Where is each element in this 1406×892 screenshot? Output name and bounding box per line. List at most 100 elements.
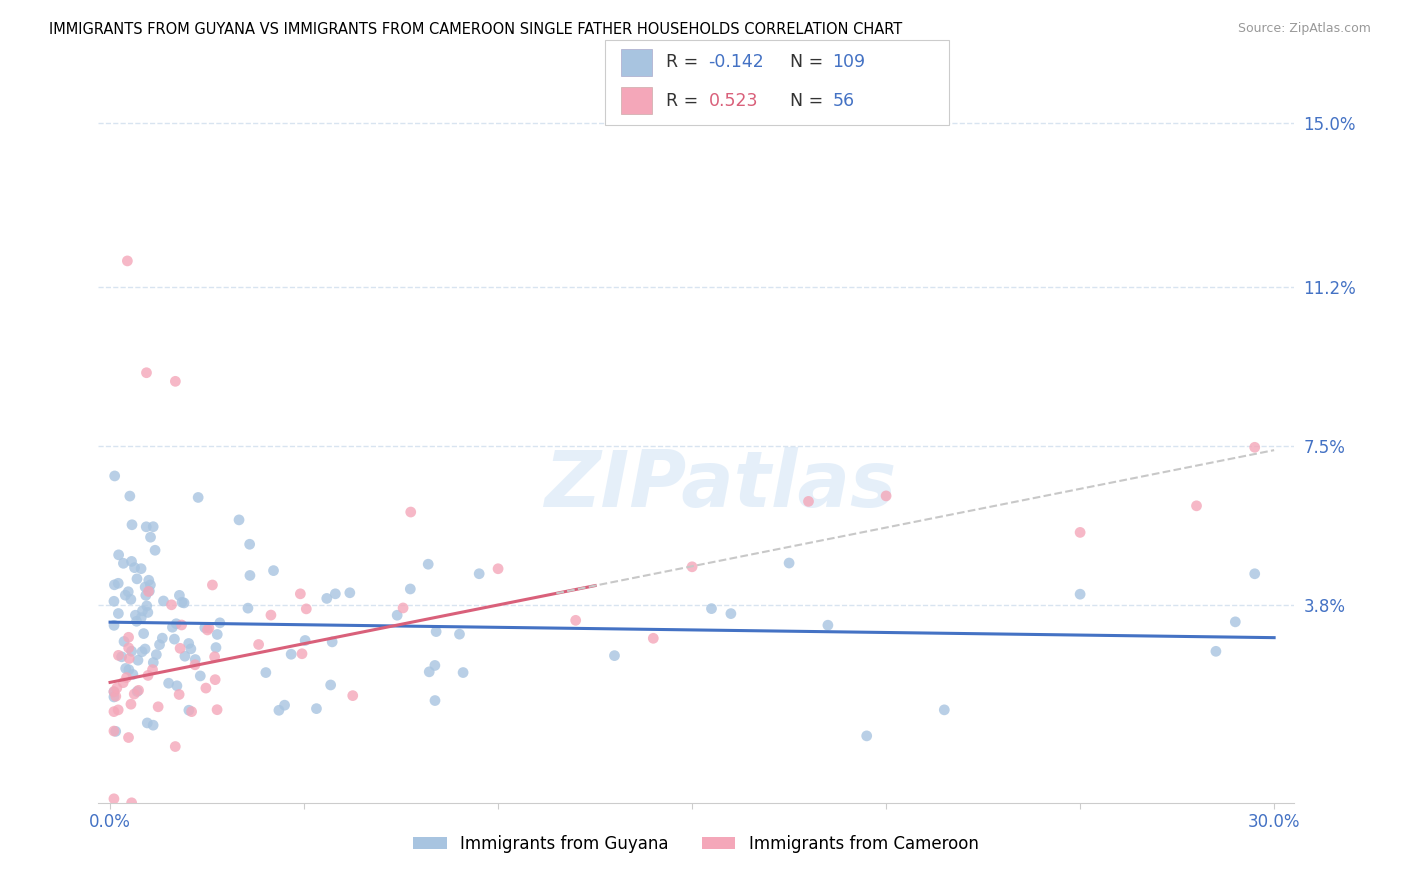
Point — [180, 641, 202, 656]
Point — [934, 703, 956, 717]
Point — [117, 630, 139, 644]
Point — [112, 634, 135, 648]
Point — [197, 623, 219, 637]
Text: 56: 56 — [832, 92, 855, 110]
Point — [107, 576, 129, 591]
Text: IMMIGRANTS FROM GUYANA VS IMMIGRANTS FROM CAMEROON SINGLE FATHER HOUSEHOLDS CORR: IMMIGRANTS FROM GUYANA VS IMMIGRANTS FRO… — [49, 22, 903, 37]
Point — [152, 594, 174, 608]
Point — [125, 615, 148, 629]
Point — [160, 598, 183, 612]
Point — [127, 684, 149, 698]
Point — [205, 703, 228, 717]
Point — [150, 631, 173, 645]
Point — [135, 588, 157, 602]
Point — [643, 632, 665, 646]
Point — [603, 648, 626, 663]
Point — [139, 530, 162, 544]
Point — [207, 627, 229, 641]
Point — [103, 684, 125, 698]
Point — [122, 667, 145, 681]
Point — [120, 697, 142, 711]
Point — [486, 562, 509, 576]
Point — [163, 632, 186, 647]
Point — [468, 566, 491, 581]
Point — [169, 641, 191, 656]
Point — [136, 668, 159, 682]
Point — [142, 519, 165, 533]
Point — [564, 613, 586, 627]
Point — [194, 681, 217, 695]
Point — [136, 715, 159, 730]
Point — [104, 690, 127, 704]
Point — [177, 703, 200, 717]
Point — [392, 601, 415, 615]
Point — [205, 640, 228, 655]
Point — [177, 636, 200, 650]
Point — [135, 520, 157, 534]
Point — [131, 645, 153, 659]
Point — [797, 494, 820, 508]
Point — [167, 688, 190, 702]
Point — [451, 665, 474, 680]
Point — [1243, 440, 1265, 454]
Point — [325, 587, 347, 601]
Point — [290, 587, 312, 601]
Point — [118, 489, 141, 503]
Point — [418, 665, 440, 679]
Point — [236, 601, 259, 615]
Point — [148, 638, 170, 652]
Point — [295, 602, 318, 616]
Point — [111, 649, 134, 664]
Point — [165, 616, 187, 631]
Point — [875, 489, 897, 503]
Point — [418, 558, 440, 572]
Point — [399, 505, 422, 519]
Point — [129, 562, 152, 576]
Point — [124, 608, 146, 623]
Legend: Immigrants from Guyana, Immigrants from Cameroon: Immigrants from Guyana, Immigrants from … — [406, 828, 986, 860]
Point — [121, 554, 143, 568]
Point — [104, 724, 127, 739]
Point — [134, 580, 156, 594]
Point — [681, 559, 703, 574]
Point — [107, 548, 129, 562]
Point — [187, 491, 209, 505]
Point — [138, 574, 160, 588]
Point — [170, 595, 193, 609]
Point — [157, 676, 180, 690]
Point — [117, 254, 139, 268]
Point — [107, 648, 129, 663]
Text: 109: 109 — [832, 54, 866, 71]
Point — [114, 588, 136, 602]
Point — [165, 375, 187, 389]
Point — [247, 637, 270, 651]
Point — [122, 687, 145, 701]
Point — [138, 584, 160, 599]
Point — [169, 588, 191, 602]
Point — [132, 626, 155, 640]
Point — [107, 607, 129, 621]
Point — [105, 681, 128, 695]
Point — [423, 658, 446, 673]
Point — [423, 693, 446, 707]
Point — [1069, 587, 1091, 601]
Point — [121, 644, 143, 658]
Point — [173, 596, 195, 610]
Point — [263, 564, 285, 578]
Point — [291, 647, 314, 661]
Point — [180, 705, 202, 719]
Point — [198, 621, 221, 635]
Point — [165, 739, 187, 754]
Point — [112, 557, 135, 571]
Point — [267, 703, 290, 717]
Text: 0.523: 0.523 — [709, 92, 758, 110]
Point — [103, 792, 125, 806]
Text: R =: R = — [666, 92, 704, 110]
Text: R =: R = — [666, 54, 704, 71]
Point — [321, 635, 343, 649]
Point — [115, 671, 138, 685]
Point — [1205, 644, 1227, 658]
Point — [117, 584, 139, 599]
Point — [129, 610, 152, 624]
Point — [204, 649, 226, 664]
